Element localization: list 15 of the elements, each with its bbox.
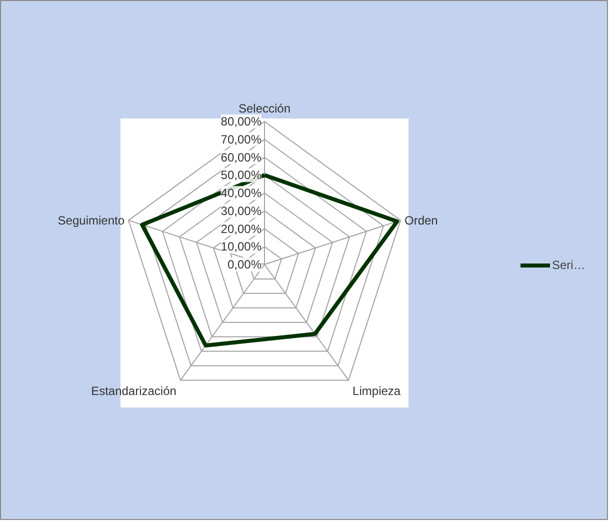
y-tick-label: 40,00% [220,186,262,200]
y-tick-label: 30,00% [220,204,262,218]
y-tick-label: 20,00% [220,222,262,236]
y-tick-label: 70,00% [220,132,262,146]
spoke-label: Limpieza [352,384,401,398]
y-tick-label: 0,00% [227,258,262,272]
legend-label: Seri… [552,258,586,272]
spoke-label: Orden [404,213,438,228]
spoke-label: Seguimiento [58,213,125,228]
y-tick-label: 80,00% [220,114,262,128]
spoke-label: Selección [238,102,291,116]
y-tick-label: 60,00% [220,150,262,164]
spoke-label: Estandarización [91,384,176,398]
y-tick-label: 10,00% [220,240,262,254]
y-tick-label: 50,00% [220,168,262,182]
